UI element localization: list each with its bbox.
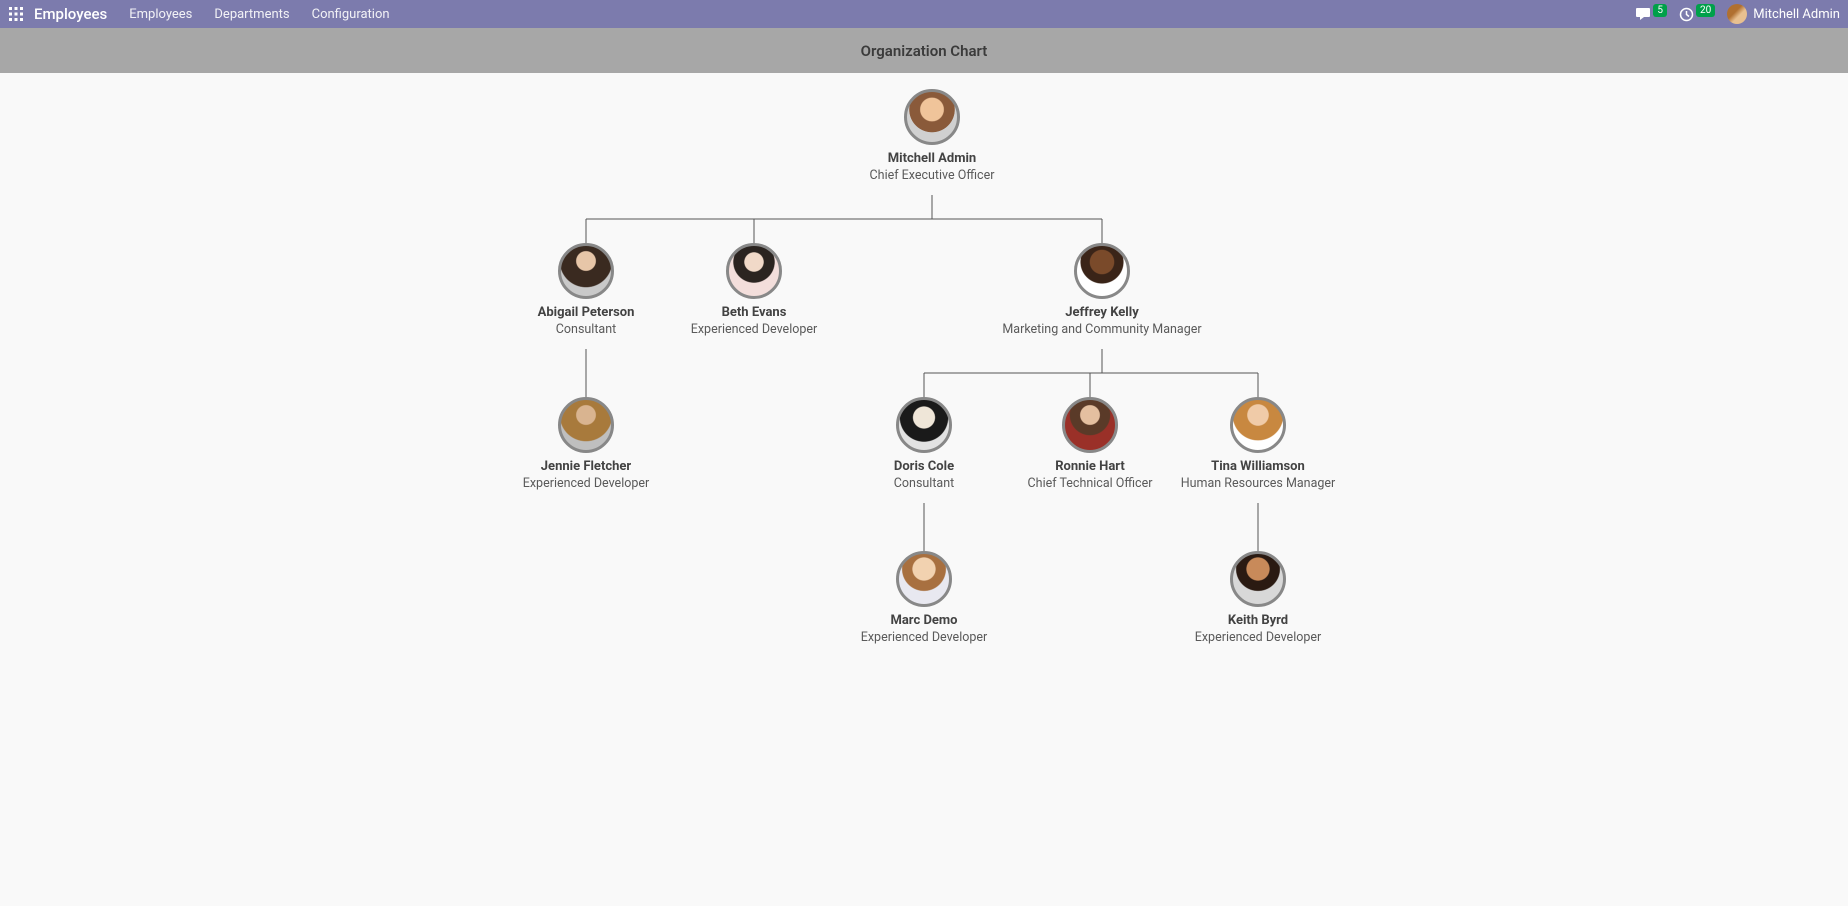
user-name-label: Mitchell Admin — [1753, 7, 1840, 22]
employee-name: Beth Evans — [664, 305, 844, 322]
employee-title: Marketing and Community Manager — [992, 322, 1212, 338]
org-chart-canvas: Mitchell AdminChief Executive Officer Abi… — [0, 73, 1848, 906]
employee-name: Tina Williamson — [1148, 459, 1368, 476]
org-node-jennie[interactable]: Jennie FletcherExperienced Developer — [496, 397, 676, 492]
employee-name: Keith Byrd — [1168, 613, 1348, 630]
messages-icon[interactable]: 5 — [1635, 7, 1667, 21]
employee-title: Experienced Developer — [496, 476, 676, 492]
avatar-icon — [896, 551, 952, 607]
avatar-icon — [726, 243, 782, 299]
employee-name: Doris Cole — [834, 459, 1014, 476]
employee-title: Experienced Developer — [664, 322, 844, 338]
org-node-mitchell[interactable]: Mitchell AdminChief Executive Officer — [842, 89, 1022, 184]
org-node-tina[interactable]: Tina WilliamsonHuman Resources Manager — [1148, 397, 1368, 492]
avatar-icon — [1062, 397, 1118, 453]
user-menu[interactable]: Mitchell Admin — [1727, 4, 1840, 24]
avatar-icon — [1074, 243, 1130, 299]
avatar-icon — [896, 397, 952, 453]
user-avatar-icon — [1727, 4, 1747, 24]
avatar-icon — [1230, 551, 1286, 607]
avatar-icon — [558, 243, 614, 299]
activities-badge: 20 — [1696, 4, 1715, 17]
menu-configuration[interactable]: Configuration — [312, 7, 390, 22]
org-node-beth[interactable]: Beth EvansExperienced Developer — [664, 243, 844, 338]
messages-badge: 5 — [1653, 4, 1667, 17]
apps-icon[interactable] — [8, 6, 24, 22]
employee-name: Jeffrey Kelly — [992, 305, 1212, 322]
org-node-abigail[interactable]: Abigail PetersonConsultant — [496, 243, 676, 338]
subheader: Organization Chart — [0, 28, 1848, 73]
org-node-doris[interactable]: Doris ColeConsultant — [834, 397, 1014, 492]
employee-name: Mitchell Admin — [842, 151, 1022, 168]
app-title[interactable]: Employees — [34, 5, 107, 23]
page-title: Organization Chart — [861, 42, 988, 60]
avatar-icon — [904, 89, 960, 145]
menu-employees[interactable]: Employees — [129, 7, 192, 22]
employee-title: Consultant — [834, 476, 1014, 492]
employee-title: Consultant — [496, 322, 676, 338]
employee-title: Experienced Developer — [1168, 630, 1348, 646]
employee-title: Chief Executive Officer — [842, 168, 1022, 184]
org-node-jeffrey[interactable]: Jeffrey KellyMarketing and Community Man… — [992, 243, 1212, 338]
activities-icon[interactable]: 20 — [1679, 7, 1715, 22]
top-navbar: Employees Employees Departments Configur… — [0, 0, 1848, 28]
employee-name: Jennie Fletcher — [496, 459, 676, 476]
org-node-marc[interactable]: Marc DemoExperienced Developer — [834, 551, 1014, 646]
employee-name: Abigail Peterson — [496, 305, 676, 322]
employee-title: Experienced Developer — [834, 630, 1014, 646]
avatar-icon — [558, 397, 614, 453]
systray: 5 20 Mitchell Admin — [1635, 4, 1840, 24]
avatar-icon — [1230, 397, 1286, 453]
employee-name: Marc Demo — [834, 613, 1014, 630]
menu-departments[interactable]: Departments — [214, 7, 289, 22]
org-node-keith[interactable]: Keith ByrdExperienced Developer — [1168, 551, 1348, 646]
employee-title: Human Resources Manager — [1148, 476, 1368, 492]
